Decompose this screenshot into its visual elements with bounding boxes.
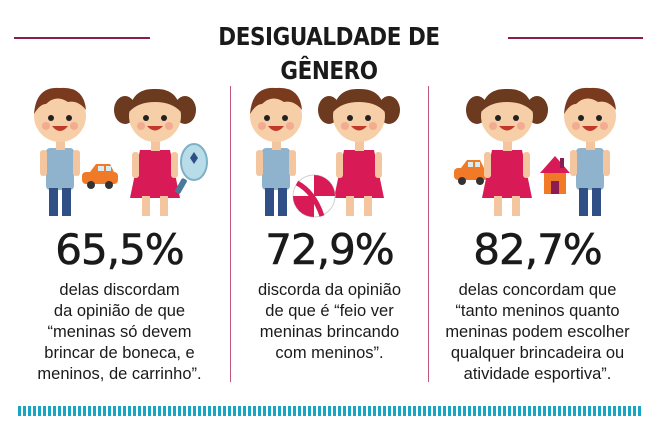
stat-value-1: 65,5% xyxy=(55,225,185,275)
mirror-icon xyxy=(175,143,208,194)
stat-description-1: delas discordam da opinião de que “menin… xyxy=(37,281,202,383)
decorative-stripe-bar xyxy=(18,406,642,416)
girl-icon xyxy=(466,88,548,216)
panel-3-illustration xyxy=(454,87,616,216)
title-rule-left xyxy=(14,37,150,39)
stat-panel-3: 82,7% delas concordam que “tanto meninos… xyxy=(430,80,645,390)
toy-house-icon xyxy=(540,156,570,194)
boy-icon xyxy=(34,87,86,216)
stat-value-3: 82,7% xyxy=(473,225,603,275)
boy-icon xyxy=(250,87,302,216)
girl-icon xyxy=(318,88,400,216)
boy-icon xyxy=(564,87,616,216)
toy-car-icon xyxy=(454,160,488,185)
toy-car-icon xyxy=(82,164,118,189)
panel-2-illustration xyxy=(250,87,400,218)
page-title: DESIGUALDADE DE GÊNERO xyxy=(218,22,440,85)
beach-ball-icon xyxy=(292,174,336,218)
stat-panel-2: 72,9% discorda da opinião de que é “feio… xyxy=(222,80,437,390)
title-rule-right xyxy=(508,37,643,39)
girl-icon xyxy=(114,88,196,216)
stat-description-2: discorda da opinião de que é “feio ver m… xyxy=(257,281,402,362)
panel-1-illustration xyxy=(34,87,208,216)
stat-panel-1: 65,5% delas discordam da opinião de que … xyxy=(12,80,227,390)
column-divider-1 xyxy=(230,86,231,382)
title-bar: DESIGUALDADE DE GÊNERO xyxy=(0,20,657,85)
stat-description-3: delas concordam que “tanto meninos quant… xyxy=(445,281,630,383)
stat-value-2: 72,9% xyxy=(265,225,395,275)
column-divider-2 xyxy=(428,86,429,382)
